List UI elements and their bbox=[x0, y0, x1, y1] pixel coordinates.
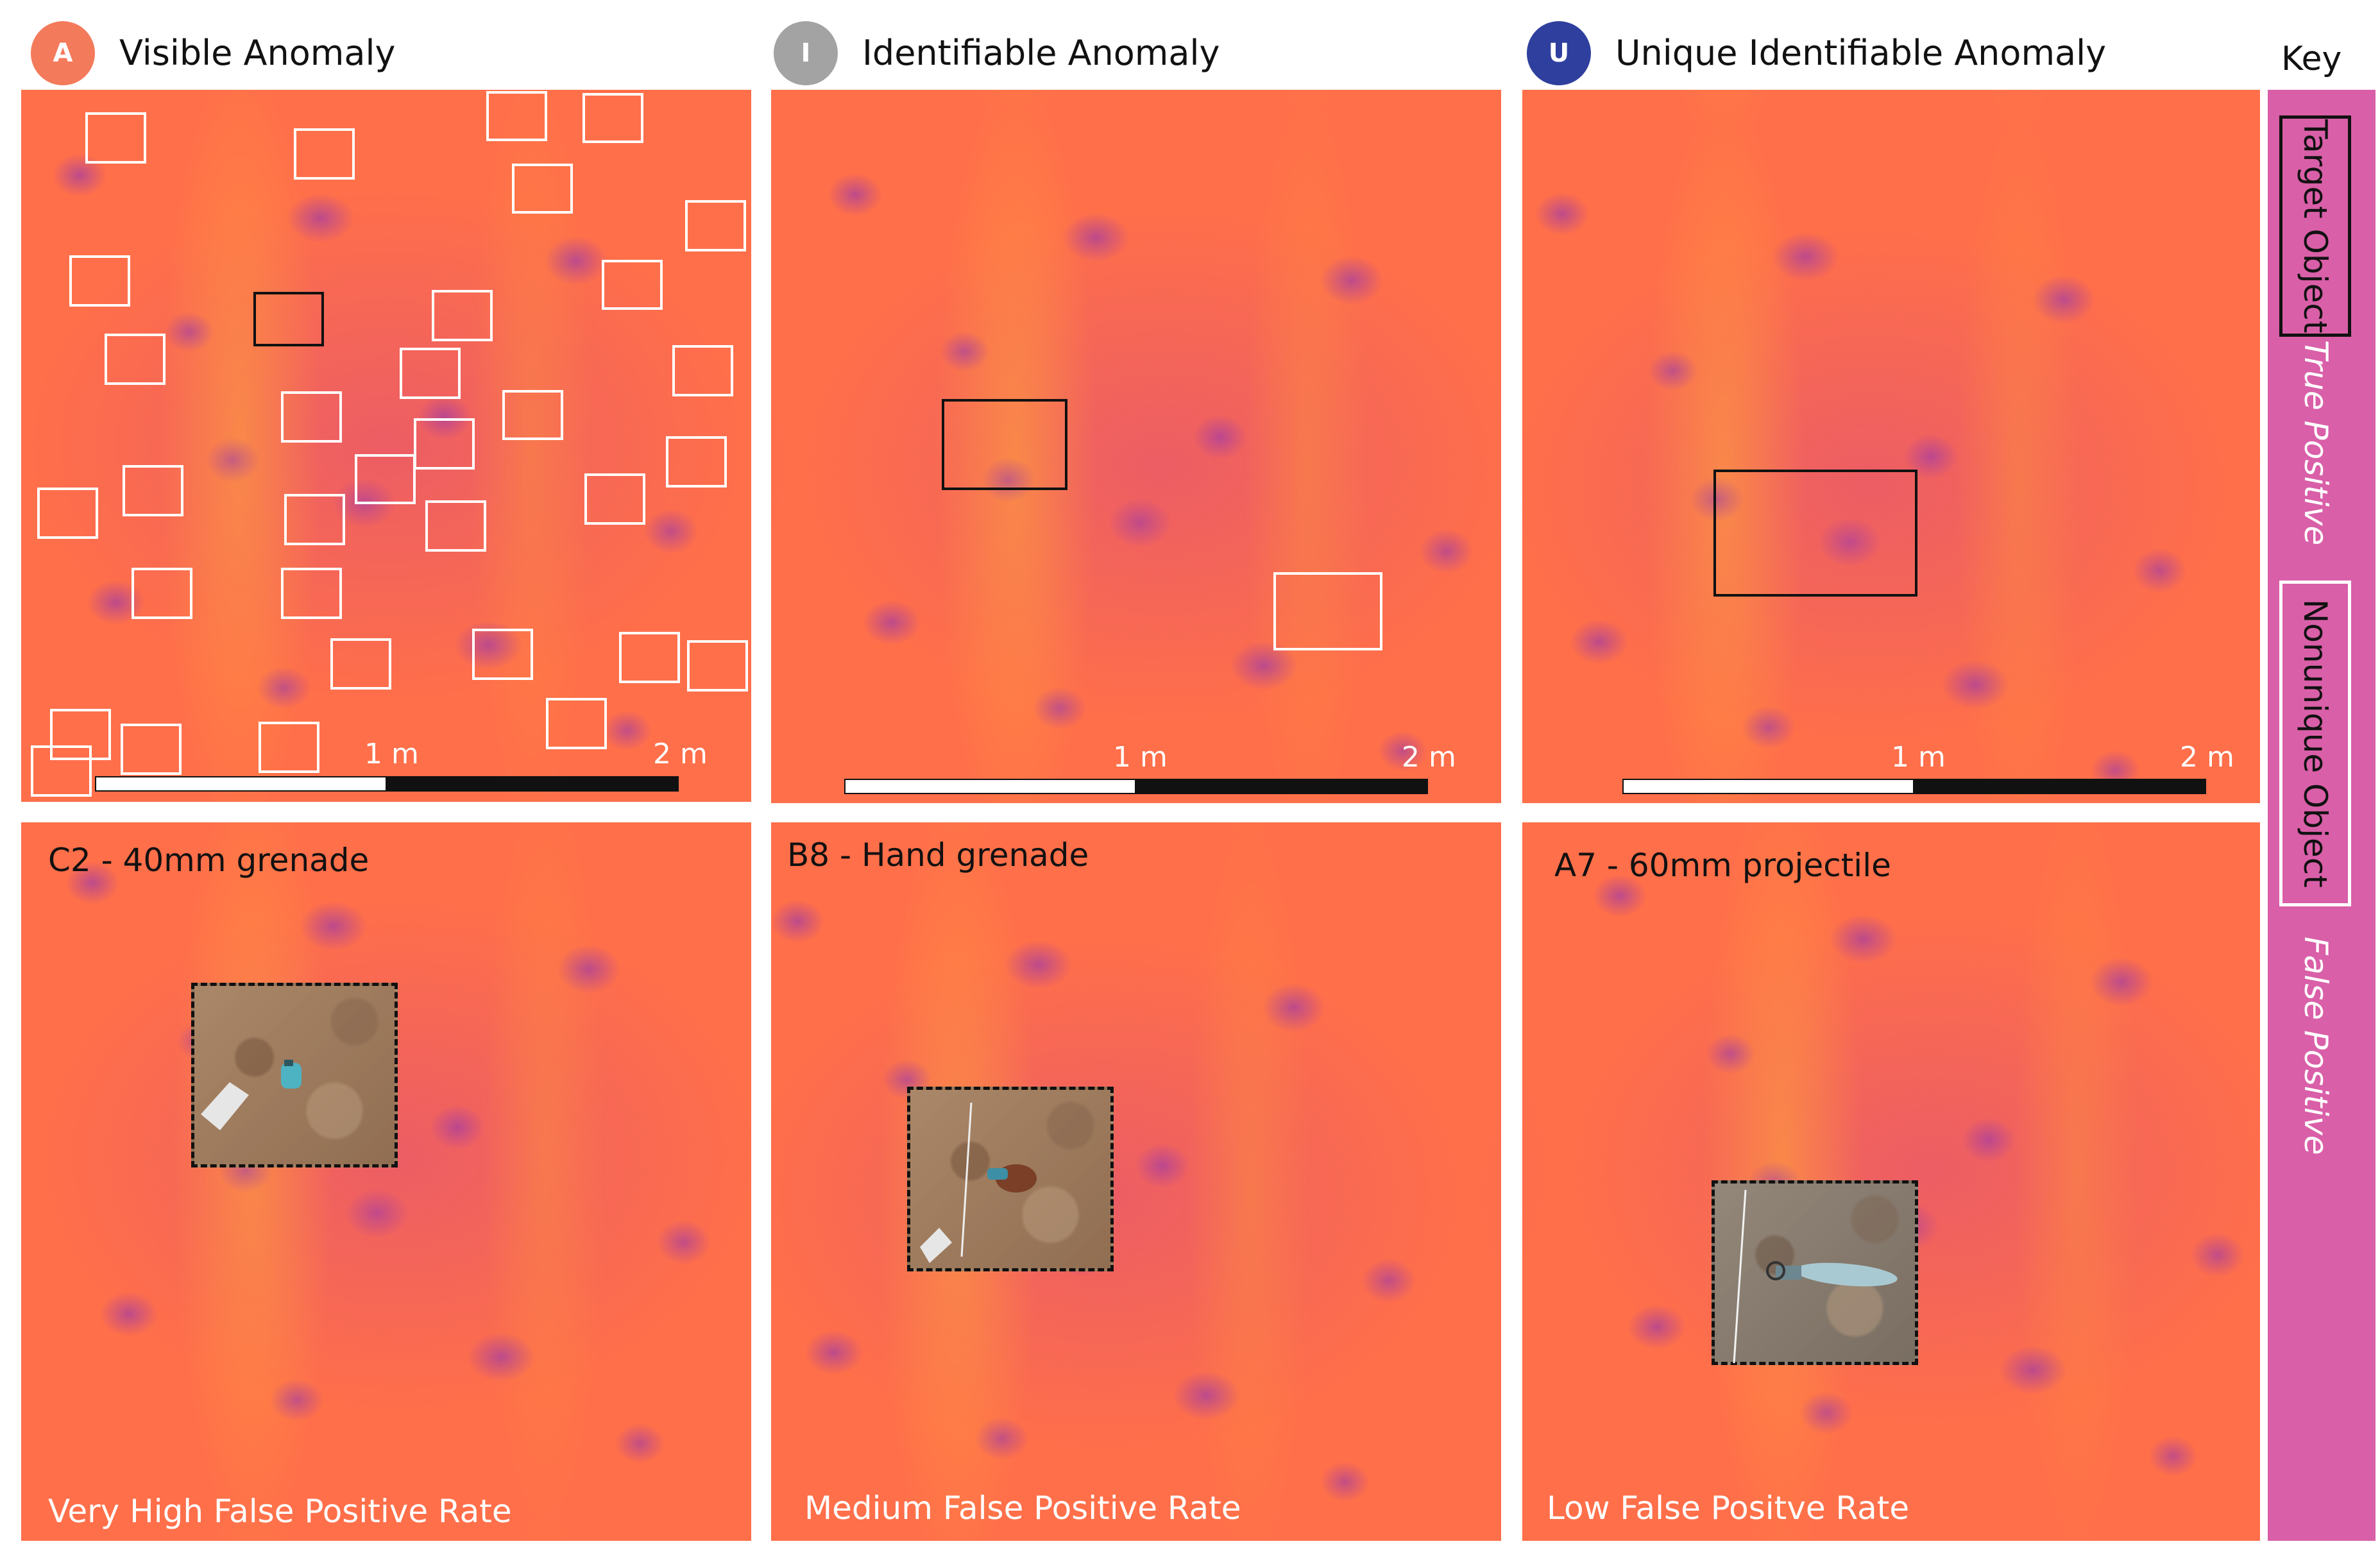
target-object-box bbox=[253, 292, 324, 346]
grenade-icon bbox=[201, 1060, 302, 1130]
ordnance-photo bbox=[191, 983, 398, 1167]
nonunique-object-box bbox=[687, 640, 748, 692]
nonunique-object-box bbox=[37, 488, 98, 539]
nonunique-object-box bbox=[472, 629, 533, 680]
nonunique-object-box bbox=[602, 260, 663, 310]
nonunique-object-box bbox=[121, 724, 182, 775]
nonunique-object-box bbox=[85, 112, 146, 164]
scale-tick-2m: 2 m bbox=[653, 738, 708, 770]
false-positive-rate: Very High False Positive Rate bbox=[48, 1493, 512, 1530]
thermal-panel-c2-40mm-grenade: C2 - 40mm grenade Very High False Positi… bbox=[21, 822, 751, 1541]
projectile-icon bbox=[1733, 1189, 1898, 1364]
nonunique-object-box bbox=[432, 290, 493, 341]
key-target-object: Target Object bbox=[2279, 115, 2351, 337]
nonunique-object-box bbox=[414, 418, 475, 470]
header-label: Visible Anomaly bbox=[119, 33, 396, 73]
ordnance-photo bbox=[907, 1087, 1114, 1271]
nonunique-object-box bbox=[31, 745, 92, 797]
badge-a: A bbox=[31, 21, 95, 85]
nonunique-object-box bbox=[619, 632, 680, 683]
nonunique-object-box bbox=[284, 494, 345, 545]
nonunique-object-box bbox=[546, 698, 607, 749]
nonunique-object-box bbox=[132, 568, 192, 619]
nonunique-object-box bbox=[502, 390, 563, 440]
nonunique-object-box bbox=[666, 436, 727, 488]
key-nonunique-object: Nonunique Object bbox=[2279, 581, 2351, 906]
nonunique-object-box bbox=[50, 709, 111, 760]
scale-bar bbox=[844, 779, 1428, 794]
false-positive-rate: Low False Positve Rate bbox=[1547, 1489, 1910, 1527]
thermal-panel-identifiable-anomaly: 1 m 2 m bbox=[771, 90, 1501, 803]
key-target-label: Target Object bbox=[2297, 119, 2334, 334]
nonunique-object-box bbox=[400, 348, 461, 399]
nonunique-object-box bbox=[486, 91, 547, 141]
nonunique-object-box bbox=[672, 345, 733, 396]
nonunique-object-box bbox=[330, 638, 391, 690]
thermal-panel-a7-60mm-projectile: A7 - 60mm projectile Low False Positve R… bbox=[1522, 822, 2260, 1541]
panel-title: C2 - 40mm grenade bbox=[48, 842, 370, 879]
scale-tick-2m: 2 m bbox=[2180, 741, 2234, 774]
nonunique-object-box bbox=[355, 454, 416, 504]
nonunique-object-box bbox=[582, 93, 643, 143]
key-true-positive: True Positive bbox=[2281, 339, 2351, 546]
scale-tick-2m: 2 m bbox=[1402, 741, 1456, 774]
thermal-panel-b8-hand-grenade: B8 - Hand grenade Medium False Positive … bbox=[771, 822, 1501, 1541]
scale-bar bbox=[95, 776, 679, 792]
panel-title: A7 - 60mm projectile bbox=[1554, 847, 1891, 884]
nonunique-object-box bbox=[584, 473, 645, 525]
key-false-positive-label: False Positive bbox=[2297, 936, 2334, 1155]
grenade-icon bbox=[920, 1102, 1037, 1263]
nonunique-object-box bbox=[512, 164, 573, 214]
target-object-box bbox=[942, 399, 1067, 490]
badge-i: I bbox=[774, 21, 838, 85]
panel-title: B8 - Hand grenade bbox=[787, 836, 1089, 874]
nonunique-object-box bbox=[281, 568, 342, 619]
thermal-panel-unique-identifiable-anomaly: 1 m 2 m bbox=[1522, 90, 2260, 803]
nonunique-object-box bbox=[105, 334, 166, 385]
scale-tick-1m: 1 m bbox=[364, 738, 419, 770]
scale-tick-1m: 1 m bbox=[1113, 741, 1168, 774]
nonunique-object-box bbox=[425, 500, 486, 552]
thermal-panel-visible-anomaly: 1 m 2 m bbox=[21, 90, 751, 802]
ordnance-photo bbox=[1712, 1180, 1918, 1365]
key-title: Key bbox=[2281, 40, 2342, 78]
nonunique-object-box bbox=[1273, 572, 1382, 650]
header-visible-anomaly: A Visible Anomaly bbox=[31, 19, 395, 87]
false-positive-rate: Medium False Positive Rate bbox=[804, 1489, 1241, 1527]
badge-u: U bbox=[1527, 21, 1591, 85]
nonunique-object-box bbox=[259, 722, 319, 773]
nonunique-object-box bbox=[281, 391, 342, 443]
header-label: Unique Identifiable Anomaly bbox=[1615, 33, 2107, 73]
nonunique-object-box bbox=[685, 200, 746, 251]
header-identifiable-anomaly: I Identifiable Anomaly bbox=[774, 19, 1220, 87]
target-object-box bbox=[1713, 470, 1917, 597]
nonunique-object-box bbox=[294, 128, 355, 180]
header-unique-identifiable-anomaly: U Unique Identifiable Anomaly bbox=[1527, 19, 2106, 87]
key-nonunique-label: Nonunique Object bbox=[2297, 599, 2334, 888]
nonunique-object-box bbox=[123, 465, 183, 516]
nonunique-object-box bbox=[69, 255, 130, 307]
key-legend: Target Object True Positive Nonunique Ob… bbox=[2268, 90, 2376, 1541]
scale-bar bbox=[1622, 779, 2206, 794]
key-false-positive: False Positive bbox=[2281, 917, 2351, 1174]
header-label: Identifiable Anomaly bbox=[862, 33, 1220, 73]
scale-tick-1m: 1 m bbox=[1891, 741, 1946, 774]
key-true-positive-label: True Positive bbox=[2297, 339, 2334, 546]
